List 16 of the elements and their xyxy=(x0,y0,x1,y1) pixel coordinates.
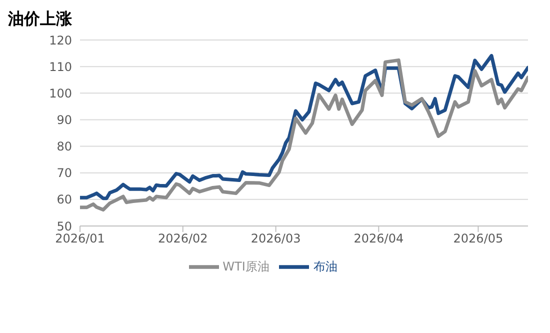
x-tick-label: 2026/01 xyxy=(55,232,105,246)
legend-label: 布油 xyxy=(313,259,338,274)
y-tick-label: 100 xyxy=(49,86,72,100)
y-tick-label: 70 xyxy=(56,166,72,180)
legend-label: WTI原油 xyxy=(222,259,270,274)
y-tick-label: 60 xyxy=(56,192,72,207)
y-tick-label: 120 xyxy=(49,33,72,48)
y-tick-label: 80 xyxy=(56,140,72,154)
x-tick-label: 2026/03 xyxy=(250,232,301,246)
y-tick-label: 110 xyxy=(49,60,72,74)
y-tick-label: 50 xyxy=(56,219,72,234)
chart-title: 油价上涨 xyxy=(8,8,73,30)
x-tick-label: 2026/04 xyxy=(354,232,404,246)
y-tick-label: 90 xyxy=(56,112,72,127)
x-tick-label: 2026/05 xyxy=(453,232,504,246)
x-tick-label: 2026/02 xyxy=(158,232,208,246)
